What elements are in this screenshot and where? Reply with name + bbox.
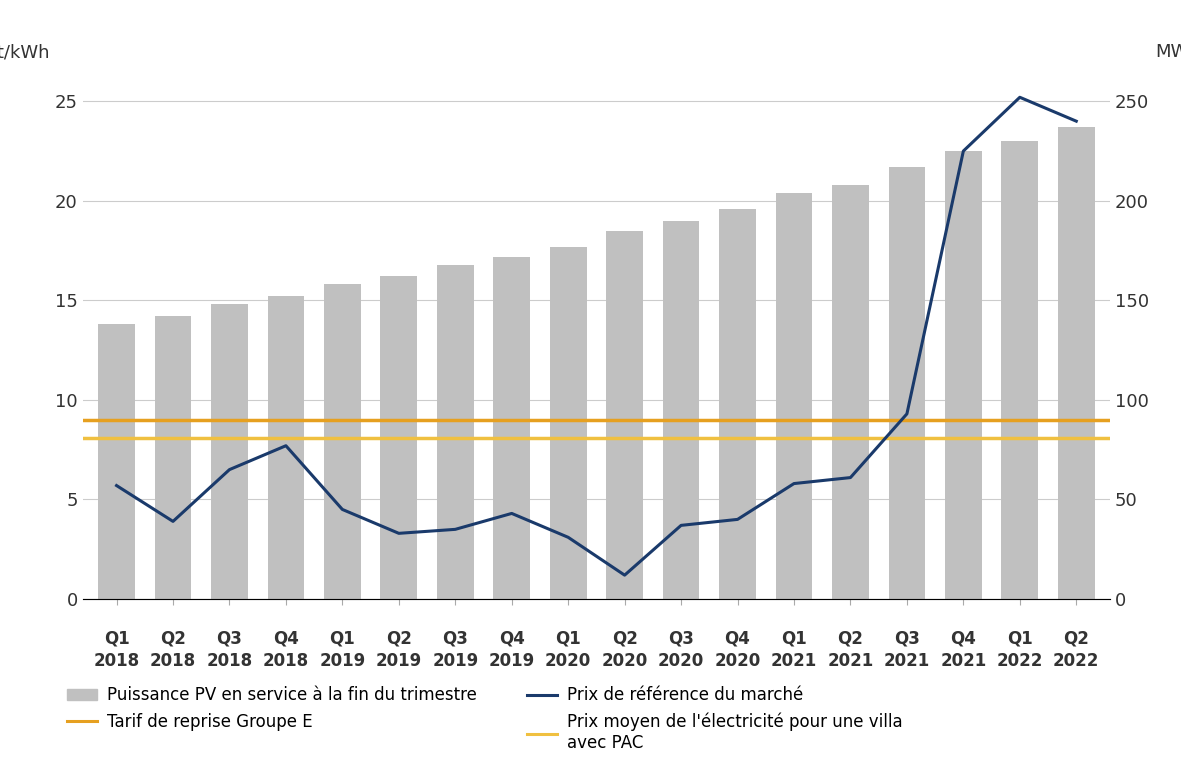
Bar (437, 264, 474, 599)
Text: 2018: 2018 (93, 652, 139, 670)
Bar (380, 276, 417, 599)
Text: Q4: Q4 (725, 630, 750, 647)
Text: Q1: Q1 (329, 630, 355, 647)
Text: Q3: Q3 (894, 630, 920, 647)
Text: Q2: Q2 (1063, 630, 1089, 647)
Text: Q1: Q1 (555, 630, 581, 647)
Text: 2019: 2019 (319, 652, 365, 670)
Text: Q4: Q4 (951, 630, 977, 647)
Bar (155, 316, 191, 599)
Text: Q4: Q4 (498, 630, 524, 647)
Bar (98, 324, 135, 599)
Text: 2018: 2018 (207, 652, 253, 670)
Text: 2020: 2020 (658, 652, 704, 670)
Bar (494, 257, 530, 599)
Text: 2020: 2020 (546, 652, 592, 670)
Text: 2019: 2019 (432, 652, 478, 670)
Text: 2020: 2020 (601, 652, 647, 670)
Y-axis label: MW: MW (1155, 44, 1181, 61)
Legend: Puissance PV en service à la fin du trimestre, Tarif de reprise Groupe E, Prix d: Puissance PV en service à la fin du trim… (67, 687, 903, 752)
Text: Q4: Q4 (273, 630, 299, 647)
Text: 2018: 2018 (263, 652, 309, 670)
Text: Q1: Q1 (104, 630, 130, 647)
Text: 2021: 2021 (828, 652, 874, 670)
Bar (606, 230, 642, 599)
Text: 2021: 2021 (883, 652, 929, 670)
Text: Q2: Q2 (837, 630, 863, 647)
Text: 2019: 2019 (376, 652, 422, 670)
Text: Q1: Q1 (781, 630, 807, 647)
Bar (663, 220, 699, 599)
Text: 2020: 2020 (715, 652, 761, 670)
Bar (211, 304, 248, 599)
Text: 2021: 2021 (771, 652, 817, 670)
Text: 2022: 2022 (997, 652, 1043, 670)
Text: Q3: Q3 (668, 630, 694, 647)
Bar (550, 247, 587, 599)
Text: Q2: Q2 (161, 630, 185, 647)
Bar (1001, 141, 1038, 599)
Bar (268, 296, 305, 599)
Bar (776, 193, 813, 599)
Bar (888, 167, 925, 599)
Bar (719, 209, 756, 599)
Text: 2021: 2021 (940, 652, 986, 670)
Text: 2018: 2018 (150, 652, 196, 670)
Text: Q3: Q3 (443, 630, 468, 647)
Bar (1058, 127, 1095, 599)
Text: 2019: 2019 (489, 652, 535, 670)
Text: Q3: Q3 (216, 630, 242, 647)
Bar (833, 185, 869, 599)
Text: Q2: Q2 (386, 630, 412, 647)
Y-axis label: ct/kWh: ct/kWh (0, 44, 50, 61)
Bar (324, 284, 360, 599)
Bar (945, 151, 981, 599)
Text: Q2: Q2 (612, 630, 638, 647)
Text: 2022: 2022 (1053, 652, 1100, 670)
Text: Q1: Q1 (1007, 630, 1032, 647)
